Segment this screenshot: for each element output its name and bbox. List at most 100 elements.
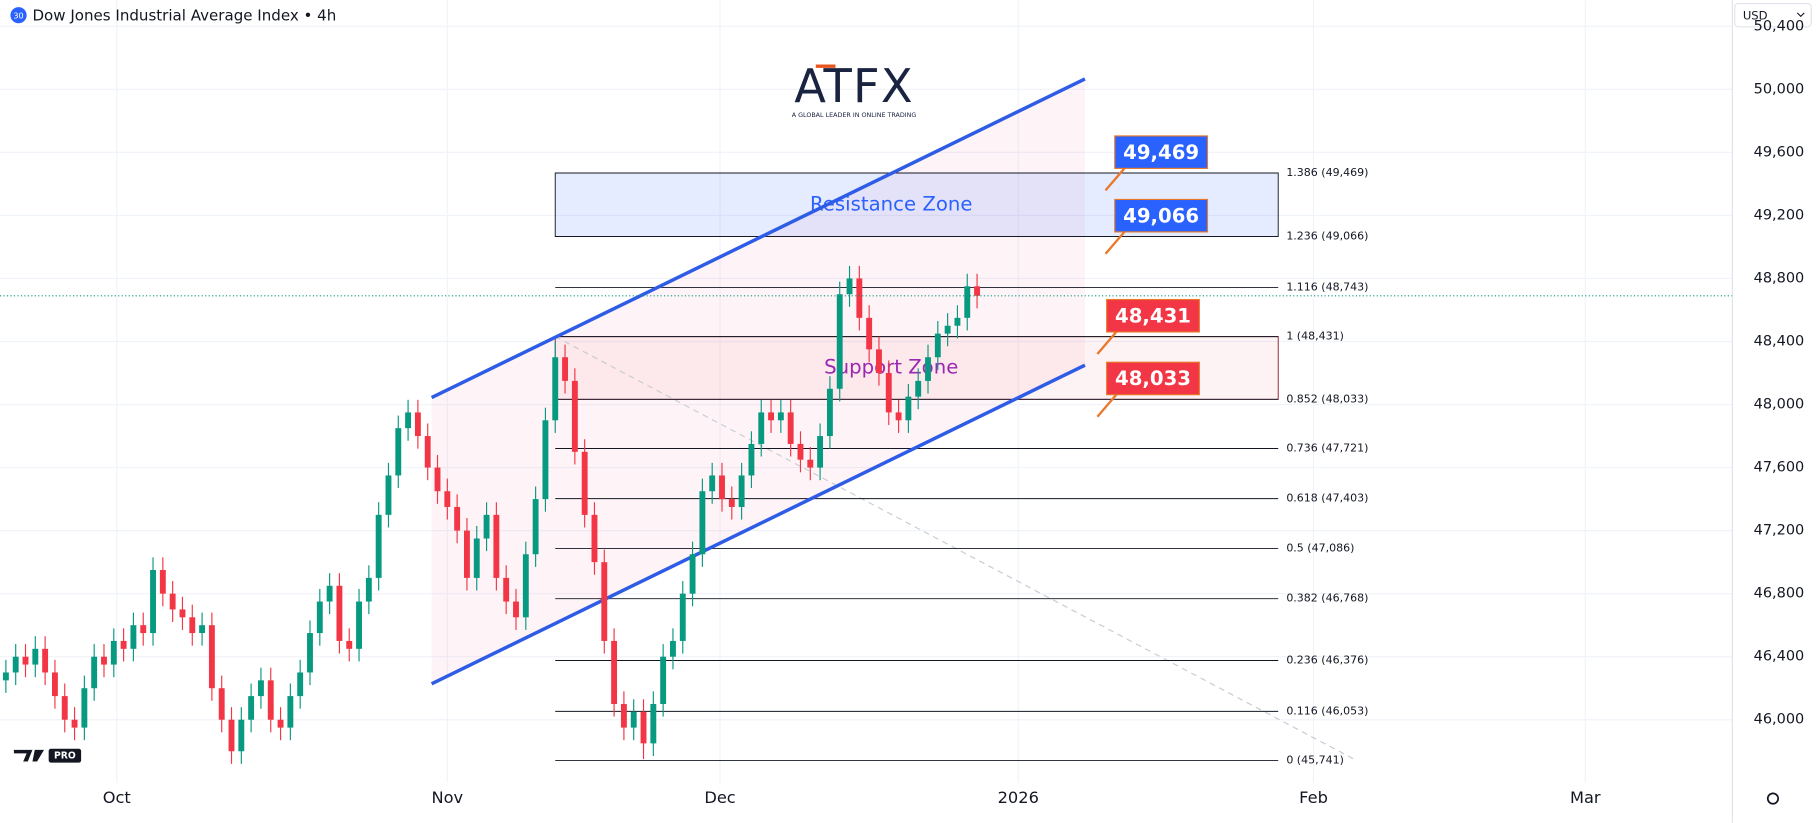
fib-label: 1 (48,431) bbox=[1286, 330, 1344, 343]
tv-logo bbox=[13, 749, 45, 762]
candle-body bbox=[326, 585, 333, 602]
candle-body bbox=[297, 672, 304, 697]
candle-body bbox=[277, 719, 284, 728]
candle-body bbox=[307, 633, 313, 673]
candle-body bbox=[218, 688, 225, 720]
channel-line bbox=[430, 77, 1086, 400]
plot: Resistance Zone Support Zone 1.386 (49,469… bbox=[0, 77, 1733, 767]
y-tick-label: 50,000 bbox=[1754, 81, 1805, 97]
currency[interactable]: USD bbox=[1743, 8, 1768, 22]
candle-body bbox=[768, 412, 774, 421]
fib-label: 1.386 (49,469) bbox=[1286, 166, 1368, 179]
zone-label: Resistance Zone bbox=[810, 192, 972, 215]
candle-body bbox=[513, 601, 519, 618]
logo-tagline: A GLOBAL LEADER IN ONLINE TRADING bbox=[792, 111, 917, 119]
candle-body bbox=[61, 696, 68, 720]
y-tick-label: 47,600 bbox=[1754, 460, 1805, 476]
candle-body bbox=[42, 648, 49, 673]
candle-body bbox=[444, 491, 451, 507]
candle-body bbox=[876, 349, 882, 374]
fib-label: 0.852 (48,033) bbox=[1286, 392, 1368, 405]
callout-pointer bbox=[1096, 391, 1120, 418]
candle-body bbox=[424, 436, 431, 468]
candle-body bbox=[91, 656, 98, 689]
callout-box bbox=[1106, 298, 1200, 333]
y-tick-label: 49,200 bbox=[1754, 207, 1805, 223]
grid bbox=[0, 0, 1733, 783]
candle-body bbox=[552, 357, 559, 421]
candle-body bbox=[846, 278, 853, 295]
candle-body bbox=[640, 711, 647, 744]
candle-body bbox=[542, 420, 549, 500]
candle-body bbox=[738, 475, 745, 507]
callout-box bbox=[1114, 135, 1209, 169]
callout-label: 49,066 bbox=[1123, 204, 1199, 227]
chart-title: Dow Jones Industrial Average Index • 4h bbox=[32, 6, 336, 24]
candle-body bbox=[630, 711, 637, 728]
y-tick-label: 46,800 bbox=[1754, 586, 1805, 602]
candle-body bbox=[464, 530, 470, 578]
callout-box bbox=[1114, 198, 1209, 233]
candle-body bbox=[797, 443, 804, 460]
callout-pointer bbox=[1104, 165, 1128, 192]
logo: ATFX bbox=[794, 59, 913, 113]
candle-body bbox=[503, 577, 510, 602]
fib-label: 0.236 (46,376) bbox=[1286, 653, 1368, 666]
candle-body bbox=[375, 514, 382, 578]
candle-body bbox=[709, 475, 716, 492]
callout-label: 48,431 bbox=[1115, 304, 1191, 327]
candle-body bbox=[208, 625, 215, 689]
candle-body bbox=[483, 514, 490, 539]
y-tick-label: 48,800 bbox=[1754, 270, 1805, 286]
candle-body bbox=[532, 499, 539, 555]
candle-body bbox=[964, 286, 971, 318]
candle-body bbox=[719, 475, 725, 500]
candle-body bbox=[934, 333, 941, 358]
x-tick-label: Mar bbox=[1570, 788, 1601, 807]
candle-body bbox=[51, 672, 58, 697]
settings-icon[interactable] bbox=[1766, 792, 1780, 805]
candle-body bbox=[954, 317, 961, 326]
fib-label: 0.5 (47,086) bbox=[1286, 542, 1354, 555]
candle-body bbox=[591, 514, 598, 563]
candle-body bbox=[385, 475, 392, 515]
candle-body bbox=[150, 570, 156, 634]
candle-body bbox=[365, 577, 372, 602]
candle-body bbox=[169, 593, 176, 610]
candle-body bbox=[267, 680, 274, 720]
y-tick-label: 48,000 bbox=[1754, 397, 1805, 413]
candle-body bbox=[140, 625, 147, 634]
candle-body bbox=[689, 554, 696, 594]
candle-body bbox=[807, 459, 814, 468]
candle-body bbox=[248, 696, 255, 720]
candle-body bbox=[679, 593, 686, 641]
fib-label: 0 (45,741) bbox=[1286, 754, 1344, 767]
candle-body bbox=[110, 640, 117, 665]
candle-body bbox=[395, 428, 402, 476]
y-tick-label: 49,600 bbox=[1754, 144, 1805, 160]
candle-body bbox=[316, 601, 323, 634]
candle-body bbox=[356, 601, 362, 649]
currency-select[interactable] bbox=[1734, 3, 1812, 28]
candle-body bbox=[81, 688, 88, 728]
candle-body bbox=[473, 538, 480, 578]
y-tick-label: 46,000 bbox=[1754, 712, 1805, 728]
fib-label: 0.382 (46,768) bbox=[1286, 592, 1368, 605]
candle-body bbox=[454, 506, 461, 531]
candle-body bbox=[336, 585, 343, 641]
candle-body bbox=[670, 640, 676, 657]
candle-body bbox=[974, 286, 980, 296]
candle-body bbox=[787, 412, 794, 444]
candle-body bbox=[189, 617, 196, 634]
candle-body bbox=[130, 625, 137, 649]
candle-body bbox=[944, 325, 951, 334]
candle-body bbox=[12, 656, 19, 673]
candle-body bbox=[346, 640, 353, 649]
candle-body bbox=[826, 388, 833, 437]
candle-body bbox=[699, 491, 706, 555]
candle-body bbox=[611, 640, 618, 704]
candle-body bbox=[434, 467, 441, 492]
callout-label: 48,033 bbox=[1115, 367, 1191, 390]
candle-body bbox=[228, 719, 235, 752]
